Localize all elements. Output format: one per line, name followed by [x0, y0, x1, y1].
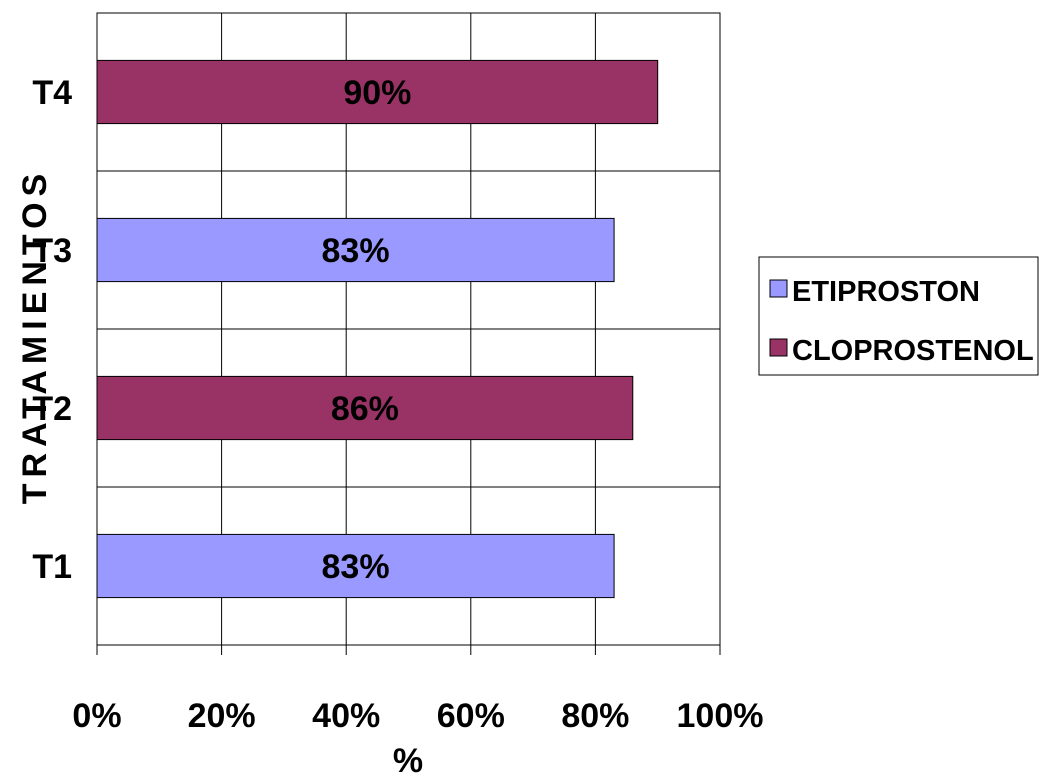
legend-box — [758, 256, 1039, 376]
y-axis-label: TRATAMIENTOS — [16, 168, 54, 504]
bar-t4 — [96, 59, 659, 125]
y-axis-categories: T1 T2 T3 T4 — [32, 74, 72, 586]
category-label: T4 — [32, 74, 72, 112]
bar-value-label: 83% — [322, 232, 390, 270]
legend-label-cloprostenol: CLOPROSTENOL — [792, 335, 1034, 367]
bar-t3 — [96, 217, 615, 283]
x-axis-label: % — [393, 742, 423, 778]
x-tick-label: 80% — [561, 697, 629, 735]
legend-swatch-etiproston — [769, 279, 788, 298]
category-label: T3 — [32, 232, 72, 270]
bar-t1 — [96, 533, 615, 599]
legend: ETIPROSTON CLOPROSTENOL — [758, 256, 1039, 376]
x-axis-ticks: 0% 20% 40% 60% 80% 100% — [72, 645, 763, 735]
bars: 83% 86% 83% 90% — [96, 59, 659, 599]
x-tick-label: 60% — [437, 697, 505, 735]
bar-value-label: 90% — [343, 74, 411, 112]
legend-label-etiproston: ETIPROSTON — [792, 276, 980, 308]
x-tick-label: 100% — [677, 697, 764, 735]
x-tick-label: 40% — [312, 697, 380, 735]
category-label: T2 — [32, 390, 72, 428]
legend-swatch-cloprostenol — [769, 338, 788, 357]
bar-value-label: 86% — [331, 390, 399, 428]
bar-t2 — [96, 375, 634, 441]
x-tick-label: 0% — [72, 697, 121, 735]
x-tick-label: 20% — [188, 697, 256, 735]
bar-value-label: 83% — [322, 548, 390, 586]
category-label: T1 — [32, 548, 72, 586]
